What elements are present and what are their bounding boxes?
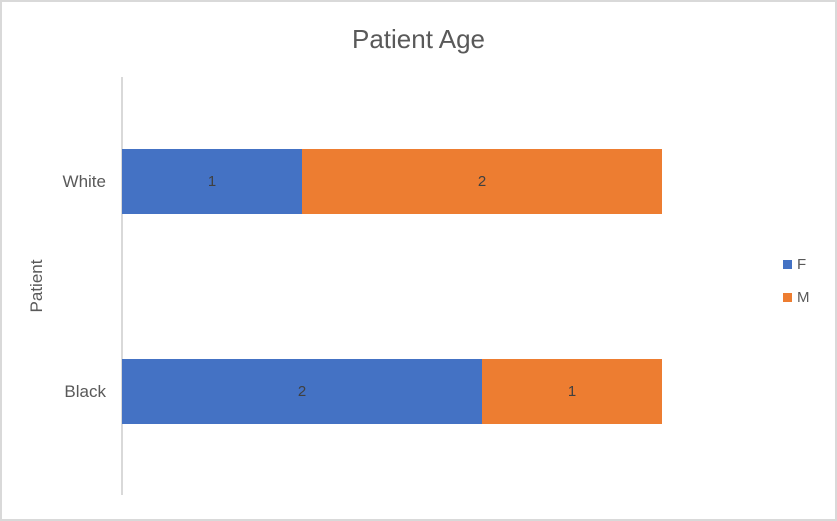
data-label-m-black: 1	[567, 383, 577, 400]
legend-label-m: M	[797, 288, 810, 306]
category-label-white: White	[62, 172, 106, 191]
bar-segment-f-black: 2	[122, 359, 482, 424]
category-label-black: Black	[64, 382, 106, 401]
legend-item-f: F	[783, 255, 810, 273]
y-axis-title: Patient	[27, 259, 46, 313]
category-axis-line	[121, 77, 123, 495]
bar-segment-f-white: 1	[122, 149, 302, 214]
legend-item-m: M	[783, 288, 810, 306]
data-label-f-white: 1	[207, 173, 217, 190]
bar-segment-m-black: 1	[482, 359, 662, 424]
chart-title: Patient Age	[352, 24, 485, 54]
legend-swatch-m	[783, 292, 792, 302]
data-label-m-white: 2	[477, 173, 487, 190]
bar-segment-m-white: 2	[302, 149, 662, 214]
legend-label-f: F	[797, 255, 807, 273]
legend-swatch-f	[783, 259, 792, 269]
data-label-f-black: 2	[297, 383, 307, 400]
